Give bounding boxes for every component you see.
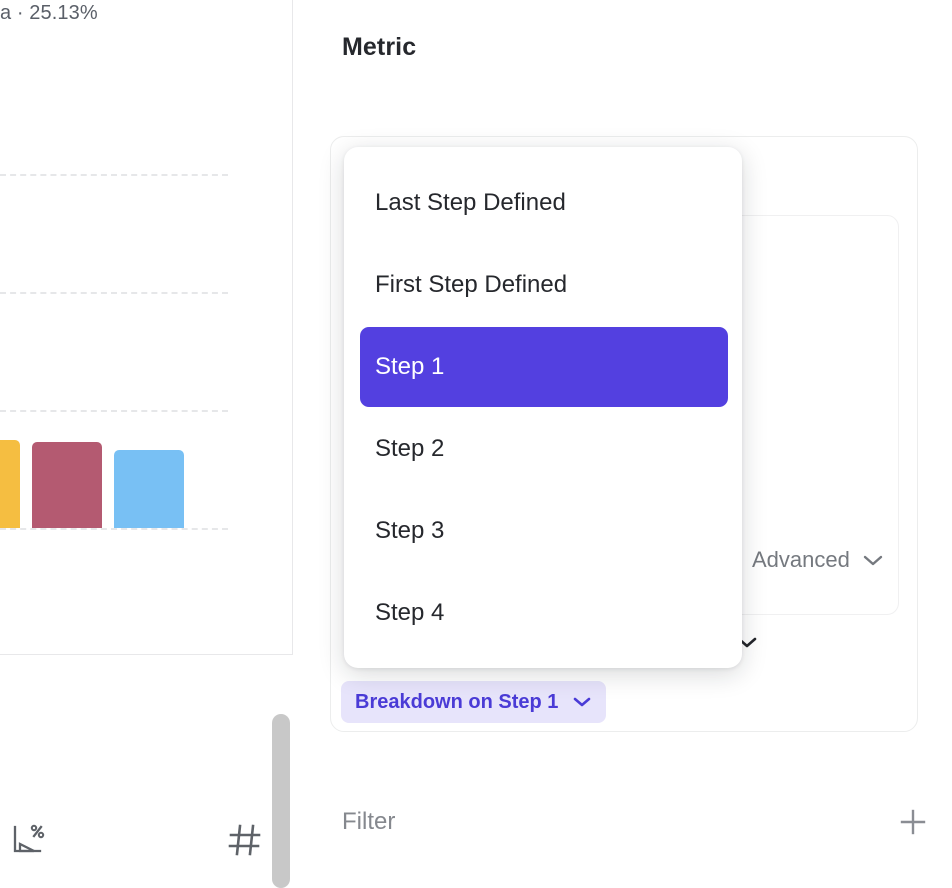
- advanced-button[interactable]: Advanced: [752, 547, 884, 573]
- advanced-label: Advanced: [752, 547, 850, 572]
- chart-toolbar: [0, 655, 292, 888]
- dropdown-option-step-4[interactable]: Step 4: [360, 573, 728, 653]
- chart-caption: a · 25.13%: [0, 2, 98, 24]
- dropdown-option-step-2[interactable]: Step 2: [360, 409, 728, 489]
- filter-section: Filter: [342, 805, 930, 845]
- chart-gridline: [0, 292, 228, 294]
- dropdown-option-step-1[interactable]: Step 1: [360, 327, 728, 407]
- chevron-down-icon: [862, 547, 884, 573]
- dropdown-option-label: First Step Defined: [375, 271, 568, 298]
- scrollbar-thumb[interactable]: [272, 714, 290, 888]
- dropdown-option-label: Step 4: [375, 599, 445, 626]
- chart-bar[interactable]: [114, 450, 184, 528]
- dropdown-option-label: Last Step Defined: [375, 189, 566, 216]
- breakdown-chip-label: Breakdown on Step 1: [355, 690, 559, 713]
- dropdown-option-first-step-defined[interactable]: First Step Defined: [360, 245, 728, 325]
- add-filter-button[interactable]: [896, 805, 930, 839]
- hash-grid-icon[interactable]: [225, 820, 265, 860]
- chart-bar[interactable]: [0, 440, 20, 528]
- chart-gridline: [0, 528, 228, 530]
- conversion-percent-icon[interactable]: [8, 820, 48, 860]
- page-title: Metric: [342, 33, 417, 61]
- dropdown-option-label: Step 2: [375, 435, 445, 462]
- filter-label: Filter: [342, 808, 396, 835]
- chart-gridline: [0, 174, 228, 176]
- panel-divider: [0, 654, 292, 655]
- vertical-divider: [292, 0, 293, 655]
- dropdown-option-label: Step 3: [375, 517, 445, 544]
- breakdown-chip[interactable]: Breakdown on Step 1: [341, 681, 607, 723]
- chevron-down-icon: [572, 691, 592, 714]
- chart-gridline: [0, 410, 228, 412]
- chart-panel: a · 25.13%: [0, 0, 292, 888]
- dropdown-option-label: Step 1: [375, 353, 445, 380]
- chart-bar[interactable]: [32, 442, 102, 528]
- metric-config-panel: Metric uct Vi… Advanced Breakdown on S: [293, 0, 952, 888]
- dropdown-option-step-3[interactable]: Step 3: [360, 491, 728, 571]
- metric-step-dropdown[interactable]: Last Step Defined First Step Defined Ste…: [344, 147, 742, 668]
- dropdown-option-last-step-defined[interactable]: Last Step Defined: [360, 163, 728, 243]
